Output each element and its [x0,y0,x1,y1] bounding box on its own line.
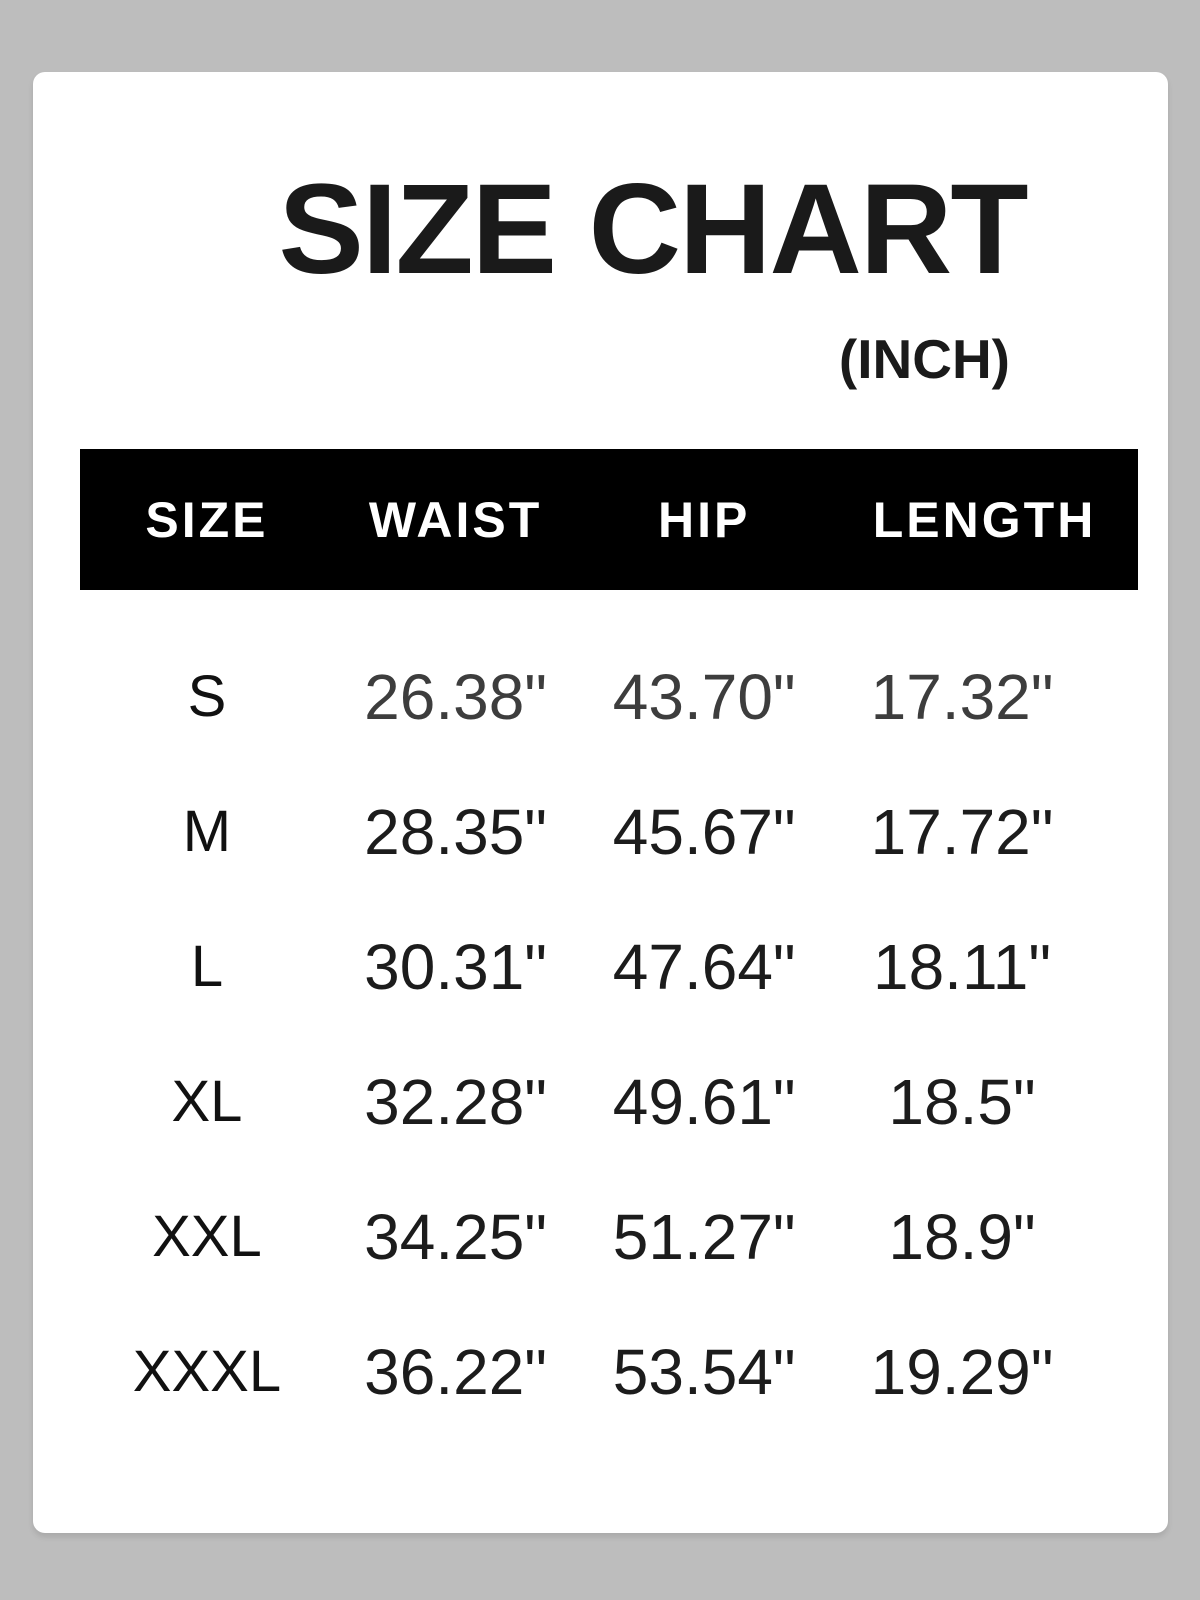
table-row-xxxl: XXXL 36.22" 53.54" 19.29" [80,1304,1138,1439]
length-cell: 17.72" [870,795,1054,868]
table-row-xl: XL 32.28" 49.61" 18.5" [80,1034,1138,1169]
unit-label: (INCH) [838,328,1010,390]
size-table-body: S 26.38" 43.70" 17.32" M 28.35" 45.67" 1… [80,629,1138,1439]
column-header-hip: HIP [658,491,751,548]
table-row-m: M 28.35" 45.67" 17.72" [80,764,1138,899]
table-row-s: S 26.38" 43.70" 17.32" [80,629,1138,764]
size-cell: XL [171,1069,243,1134]
length-cell: 19.29" [870,1335,1054,1408]
hip-cell: 51.27" [612,1200,796,1273]
size-cell: XXXL [132,1339,282,1404]
length-cell: 18.11" [872,930,1052,1003]
size-cell: S [187,664,227,729]
table-header-row: SIZE WAIST HIP LENGTH [80,449,1138,590]
size-cell: M [182,799,232,864]
length-cell: 18.5" [888,1065,1036,1138]
page-title: SIZE CHART [278,158,1029,301]
size-cell: XXL [152,1204,262,1269]
column-header-waist: WAIST [368,491,543,548]
waist-cell: 30.31" [364,930,547,1003]
length-cell: 18.9" [888,1200,1036,1273]
hip-cell: 45.67" [612,795,796,868]
size-cell: L [190,934,224,999]
waist-cell: 36.22" [364,1335,547,1408]
hip-cell: 43.70" [612,660,796,733]
length-cell: 17.32" [870,660,1054,733]
column-header-length: LENGTH [872,491,1097,548]
column-header-size: SIZE [145,491,269,548]
table-row-l: L 30.31" 47.64" 18.11" [80,899,1138,1034]
waist-cell: 28.35" [364,795,547,868]
hip-cell: 47.64" [612,930,796,1003]
waist-cell: 32.28" [364,1065,547,1138]
waist-cell: 26.38" [364,660,547,733]
table-row-xxl: XXL 34.25" 51.27" 18.9" [80,1169,1138,1304]
hip-cell: 49.61" [612,1065,796,1138]
size-chart-card: SIZE CHART (INCH) SIZE WAIST HIP LENGTH … [33,72,1168,1533]
hip-cell: 53.54" [612,1335,796,1408]
waist-cell: 34.25" [364,1200,547,1273]
